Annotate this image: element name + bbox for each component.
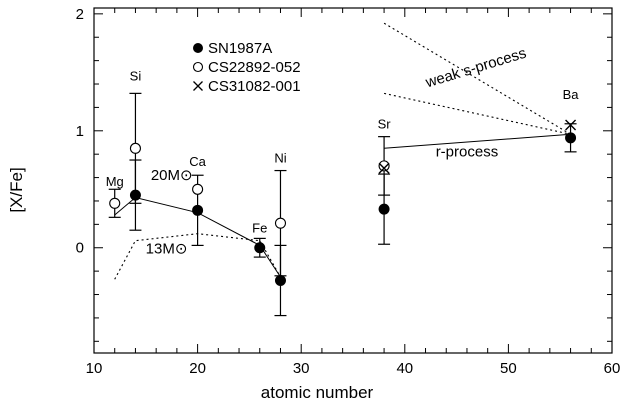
- legend: SN1987A CS22892-052 CS31082-001: [192, 40, 301, 95]
- legend-marker-open-circle: [192, 61, 204, 73]
- legend-label: CS22892-052: [208, 59, 301, 76]
- y-tick-label: 1: [76, 123, 84, 140]
- element-label: Si: [130, 69, 142, 84]
- model-line-5: [383, 92, 571, 135]
- element-label: Fe: [252, 221, 267, 236]
- data-point-sn1987a: [274, 274, 286, 286]
- labels-layer: Mg Si Ca Fe Ni Sr Ba weak s-process r-process 20M…: [106, 45, 580, 258]
- data-point-cs22892-052: [274, 217, 287, 229]
- x-tick-label: 40: [396, 360, 413, 377]
- error-bars-layer: [108, 92, 577, 317]
- x-axis-label: atomic number: [261, 383, 374, 402]
- x-tick-label: 60: [604, 360, 621, 377]
- legend-label: SN1987A: [208, 40, 272, 57]
- annotation-label: 13M⊙: [146, 241, 188, 258]
- element-label: Mg: [106, 174, 124, 189]
- plot-frame: [93, 7, 613, 354]
- axes-layer: 10 20 30 40 50 60 0 1 2: [76, 6, 621, 377]
- x-tick-label: 30: [293, 360, 310, 377]
- element-label: Ca: [189, 154, 206, 169]
- data-points-layer: [109, 119, 577, 286]
- data-point-cs22892-052: [129, 142, 141, 154]
- x-tick-label: 10: [86, 360, 103, 377]
- data-point-cs31082-001: [378, 162, 390, 174]
- legend-marker-cross: [193, 81, 203, 91]
- annotation-label: 20M⊙: [151, 167, 193, 184]
- annotation-label: weak s-process: [423, 45, 529, 92]
- annotation-label: r-process: [436, 144, 499, 161]
- data-point-sn1987a: [129, 189, 141, 201]
- model-line-3: [384, 133, 571, 149]
- data-point-cs22892-052: [378, 160, 390, 172]
- data-point-sn1987a: [378, 203, 390, 215]
- legend-label: CS31082-001: [208, 78, 301, 95]
- data-point-cs22892-052: [192, 183, 204, 195]
- plot-frame-layer: [93, 7, 613, 354]
- element-label: Sr: [378, 116, 392, 131]
- data-point-cs22892-052: [109, 197, 121, 209]
- x-tick-label: 50: [500, 360, 517, 377]
- element-label: Ba: [563, 87, 580, 102]
- data-point-sn1987a: [565, 132, 577, 144]
- x-tick-label: 20: [189, 360, 206, 377]
- model-line-4: [383, 22, 571, 135]
- y-axis-label: [X/Fe]: [7, 167, 26, 212]
- y-tick-label: 2: [76, 6, 84, 23]
- y-tick-label: 0: [76, 240, 84, 257]
- data-point-sn1987a: [254, 242, 266, 254]
- data-point-cs31082-001: [565, 119, 577, 131]
- element-label: Ni: [274, 150, 286, 165]
- legend-marker-filled-circle: [193, 43, 203, 53]
- data-point-sn1987a: [192, 204, 204, 216]
